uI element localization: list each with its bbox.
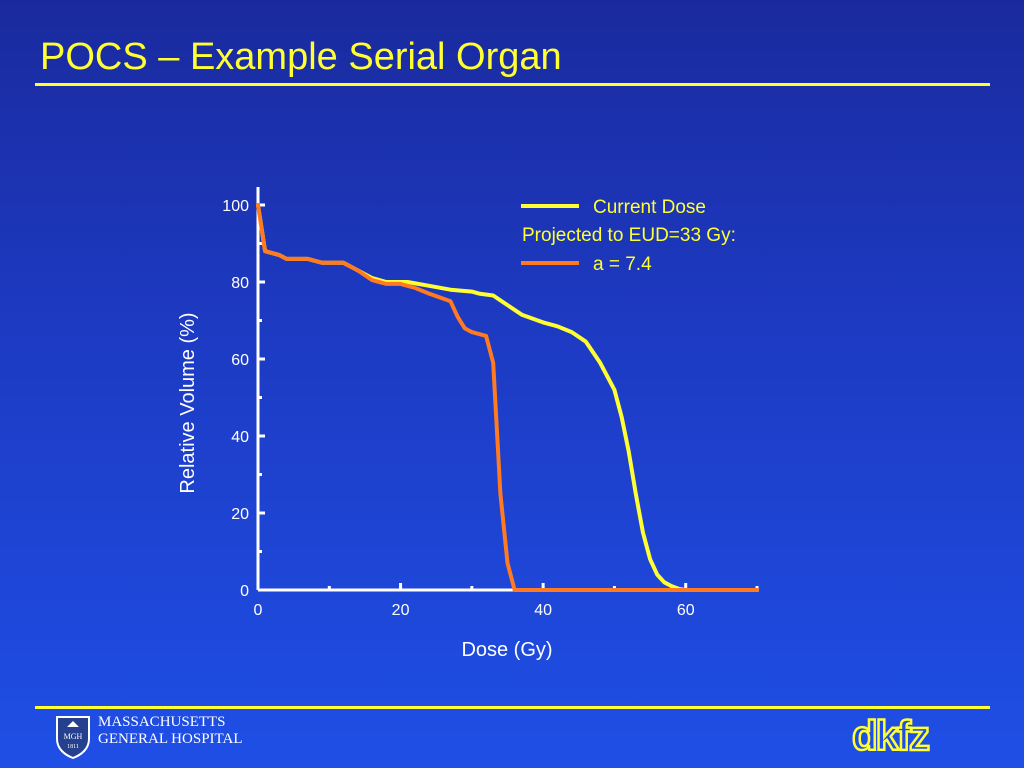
chart-legend: Current Dose Projected to EUD=33 Gy: a =…	[521, 197, 736, 275]
x-tick-label: 20	[392, 602, 410, 619]
y-tick-label: 20	[231, 506, 249, 523]
y-axis-label: Relative Volume (%)	[177, 312, 199, 493]
dose-volume-chart: 0 20 40 60 80 100 0 20 40 60 Current Dose Project…	[177, 187, 759, 661]
mgh-shield-icon: MGH 1811	[56, 716, 90, 759]
y-tick-label: 40	[231, 429, 249, 446]
legend-label-projected-param: a = 7.4	[593, 254, 652, 275]
shield-text-bottom: 1811	[67, 744, 79, 750]
legend-label-current: Current Dose	[593, 197, 706, 218]
chart-axes: 0 20 40 60 80 100 0 20 40 60	[222, 187, 759, 619]
legend-label-projected: Projected to EUD=33 Gy:	[522, 225, 736, 246]
y-tick-label: 100	[222, 198, 249, 215]
title-underline	[35, 83, 990, 86]
x-tick-label: 0	[254, 602, 263, 619]
x-axis-label: Dose (Gy)	[461, 639, 552, 661]
y-tick-label: 0	[240, 583, 249, 600]
series-line-projected	[256, 203, 759, 592]
mgh-wordmark: MASSACHUSETTS GENERAL HOSPITAL	[98, 714, 243, 748]
shield-text-top: MGH	[64, 732, 83, 741]
dkfz-wordmark: dkfz	[852, 712, 929, 758]
footer-rule	[35, 706, 990, 709]
x-tick-label: 60	[677, 602, 695, 619]
mgh-line1: MASSACHUSETTS	[98, 714, 226, 730]
x-tick-label: 40	[534, 602, 552, 619]
y-tick-label: 80	[231, 275, 249, 292]
slide-title: POCS – Example Serial Organ	[40, 36, 562, 78]
chart-series	[256, 203, 759, 592]
y-tick-label: 60	[231, 352, 249, 369]
mgh-logo: MGH 1811 MASSACHUSETTS GENERAL HOSPITAL	[55, 714, 270, 762]
mgh-line2: GENERAL HOSPITAL	[98, 731, 243, 747]
dkfz-logo: dkfz	[851, 712, 933, 758]
